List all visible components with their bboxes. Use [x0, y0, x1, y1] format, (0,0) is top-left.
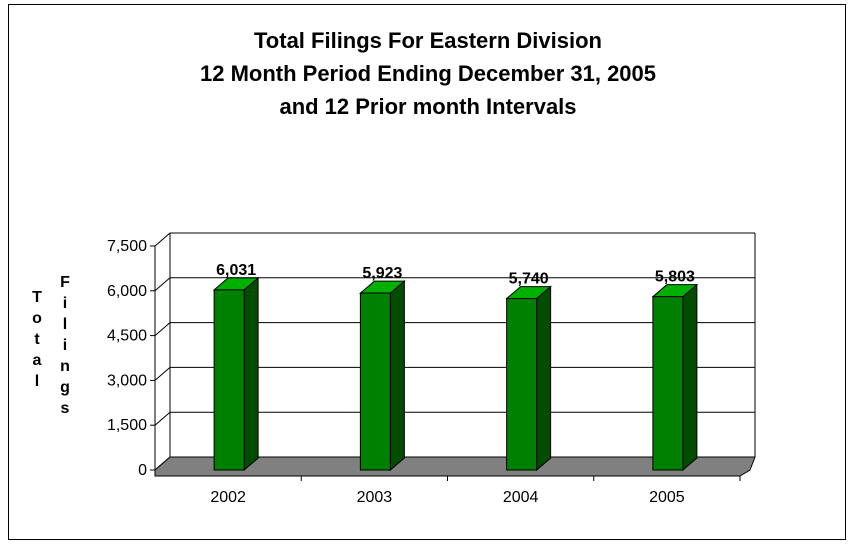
bar [359, 292, 391, 471]
title-line-1: Total Filings For Eastern Division [254, 28, 602, 53]
side-wall-gridline [154, 411, 171, 426]
data-label: 5,923 [362, 265, 402, 282]
y-axis-label-char: n [60, 358, 70, 375]
data-label: 5,803 [655, 269, 695, 286]
y-tick-label: 1,500 [107, 417, 147, 434]
side-wall-gridline [154, 367, 171, 381]
y-axis-label-char: i [62, 295, 68, 312]
y-axis-label-char: s [60, 400, 70, 417]
side-wall-gridline [154, 322, 171, 336]
y-axis-label-char: g [60, 379, 70, 396]
y-axis-label-char: T [32, 289, 42, 306]
data-label: 6,031 [216, 262, 256, 279]
y-axis-label-char: o [32, 310, 42, 327]
y-axis-label-char: F [60, 274, 70, 291]
x-tick-label: 2005 [649, 489, 685, 506]
y-tick-label: 3,000 [107, 372, 147, 389]
y-axis-label-char: t [34, 331, 40, 348]
title-line-2: 12 Month Period Ending December 31, 2005 [199, 61, 657, 86]
y-axis-label-char: a [32, 352, 42, 369]
bar [213, 289, 245, 471]
y-axis-label-char: l [62, 316, 68, 333]
bar [652, 296, 684, 471]
chart-frame [8, 4, 846, 540]
x-tick-label: 2002 [210, 489, 246, 506]
y-axis-label-char: l [34, 373, 40, 390]
y-tick-label: 6,000 [107, 283, 147, 300]
bar-side [389, 280, 405, 472]
data-label: 5,740 [509, 271, 549, 288]
y-tick-label: 7,500 [107, 238, 147, 255]
y-axis-label-char: i [62, 337, 68, 354]
chart-title: Total Filings For Eastern Division 12 Mo… [0, 24, 856, 123]
x-tick-label: 2004 [503, 489, 539, 506]
y-tick-label: 0 [138, 462, 147, 479]
y-tick-label: 4,500 [107, 328, 147, 345]
bar-side [536, 285, 552, 472]
bar-side [682, 283, 698, 472]
bar-side [243, 276, 259, 472]
x-tick-label: 2003 [357, 489, 393, 506]
bar [506, 298, 538, 471]
side-wall-gridline [154, 277, 171, 292]
title-line-3: and 12 Prior month Intervals [279, 94, 577, 119]
side-wall-gridline [154, 232, 171, 247]
